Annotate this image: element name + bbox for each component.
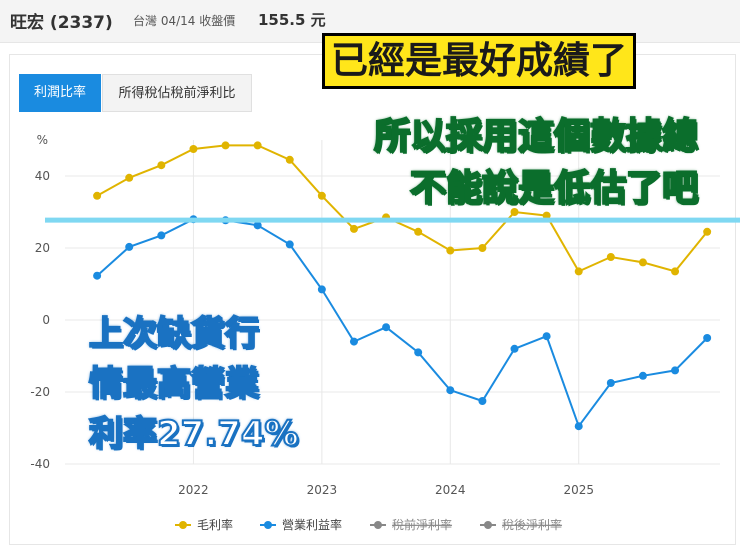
gross-margin-point[interactable]: [574, 267, 583, 276]
gross-margin-point[interactable]: [93, 191, 102, 200]
overlay-caption-middle-2: 不能說是低估了吧: [409, 167, 699, 210]
legend-gross-margin-label[interactable]: 毛利率: [197, 517, 233, 532]
overlay-caption-left-2: 情最高營業: [88, 363, 260, 405]
operating-margin-point[interactable]: [446, 386, 455, 395]
legend-net-margin-label[interactable]: 稅後淨利率: [502, 517, 562, 532]
gross-margin-point[interactable]: [317, 191, 326, 200]
operating-margin-point[interactable]: [510, 344, 519, 353]
legend-pretax-margin-label[interactable]: 稅前淨利率: [392, 517, 452, 532]
operating-margin-point[interactable]: [285, 240, 294, 249]
gross-margin-point[interactable]: [189, 145, 198, 153]
operating-margin-point[interactable]: [478, 397, 487, 405]
y-tick-label: 40: [35, 169, 50, 183]
legend-operating-margin-marker[interactable]: [264, 521, 272, 529]
y-tick-label: -40: [30, 457, 50, 471]
legend-operating-margin-label[interactable]: 營業利益率: [282, 517, 342, 532]
operating-margin-point[interactable]: [638, 371, 647, 380]
operating-margin-point[interactable]: [125, 242, 134, 251]
operating-margin-point[interactable]: [157, 231, 166, 240]
operating-margin-point[interactable]: [414, 348, 423, 357]
operating-margin-point[interactable]: [93, 271, 102, 280]
y-tick-label: 0: [42, 313, 50, 327]
market-date: 台灣 04/14 收盤價: [133, 14, 236, 28]
gross-margin-point[interactable]: [221, 141, 230, 150]
operating-margin-point[interactable]: [382, 323, 391, 332]
legend-net-margin-marker[interactable]: [484, 521, 492, 529]
x-tick-label: 2023: [307, 483, 338, 497]
operating-margin-point[interactable]: [574, 422, 583, 431]
gross-margin-point[interactable]: [478, 244, 487, 252]
gross-margin-point[interactable]: [638, 258, 647, 267]
overlay-caption-left-3: 利率27.74%: [88, 413, 300, 455]
operating-margin-point[interactable]: [606, 379, 615, 387]
x-tick-label: 2022: [178, 483, 209, 497]
gross-margin-point[interactable]: [446, 246, 455, 255]
stock-title: 旺宏 (2337): [10, 13, 113, 33]
gross-margin-point[interactable]: [349, 224, 358, 233]
overlay-caption-left-1: 上次缺貨行: [88, 313, 260, 355]
x-tick-label: 2025: [563, 483, 594, 497]
gross-margin-line: [96, 144, 708, 273]
gross-margin-point[interactable]: [606, 253, 615, 261]
gross-margin-point[interactable]: [542, 211, 551, 220]
gross-margin-point[interactable]: [125, 173, 134, 182]
gross-margin-point[interactable]: [253, 141, 262, 150]
y-axis-unit: %: [37, 133, 48, 147]
gross-margin-point[interactable]: [157, 161, 166, 170]
operating-margin-point[interactable]: [349, 337, 358, 346]
gross-margin-point[interactable]: [414, 227, 423, 236]
gross-margin-point[interactable]: [510, 208, 519, 216]
tab-profit-ratio[interactable]: 利潤比率: [19, 74, 101, 112]
operating-margin-point[interactable]: [703, 334, 712, 342]
x-tick-label: 2024: [435, 483, 466, 497]
y-tick-label: 20: [35, 241, 50, 255]
gross-margin-point[interactable]: [703, 227, 712, 236]
operating-margin-point[interactable]: [253, 221, 262, 230]
chart-panel: [9, 54, 736, 545]
overlay-caption-top: 已經是最好成績了: [322, 33, 636, 89]
gross-margin-point[interactable]: [671, 267, 680, 276]
legend-gross-margin-marker[interactable]: [179, 521, 187, 529]
closing-price: 155.5 元: [258, 11, 326, 29]
legend-pretax-margin-marker[interactable]: [374, 521, 382, 529]
tab-tax-ratio[interactable]: 所得稅佔稅前淨利比: [102, 74, 252, 112]
operating-margin-point[interactable]: [317, 285, 326, 294]
y-tick-label: -20: [30, 385, 50, 399]
gross-margin-point[interactable]: [285, 155, 294, 164]
operating-margin-point[interactable]: [671, 366, 680, 375]
overlay-caption-middle-1: 所以採用這個數據總: [373, 115, 699, 158]
operating-margin-point[interactable]: [542, 332, 551, 341]
